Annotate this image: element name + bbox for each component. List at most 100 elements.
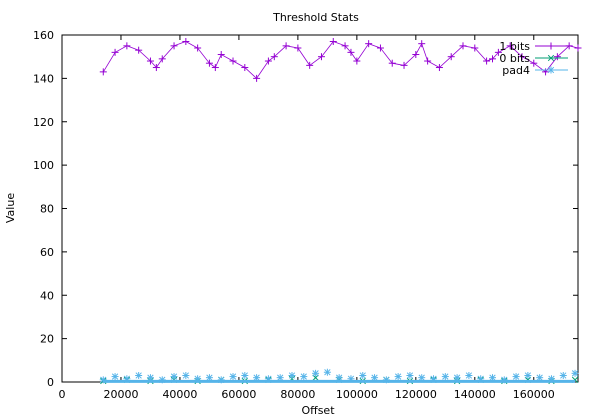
series-1-bits xyxy=(99,38,582,82)
data-point xyxy=(253,74,261,82)
data-point xyxy=(111,373,119,381)
y-tick-label: 20 xyxy=(40,333,54,346)
x-axis: 0 20000 40000 60000 80000 100000 120000 140000 1… xyxy=(59,35,555,401)
data-point xyxy=(483,57,491,65)
data-point xyxy=(547,375,555,383)
data-point xyxy=(288,371,296,379)
data-point xyxy=(264,57,272,65)
data-point xyxy=(241,371,249,379)
data-point xyxy=(276,374,284,382)
data-point xyxy=(418,374,426,382)
data-point xyxy=(170,42,178,50)
data-point xyxy=(152,64,160,72)
data-point xyxy=(194,375,202,383)
data-point xyxy=(506,42,514,50)
y-tick-label: 120 xyxy=(33,116,54,129)
data-point xyxy=(574,44,582,52)
data-point xyxy=(323,368,331,376)
data-point xyxy=(530,59,538,67)
data-point xyxy=(488,55,496,63)
data-point xyxy=(205,59,213,67)
data-point xyxy=(170,373,178,381)
data-point xyxy=(146,57,154,65)
y-axis-label: Value xyxy=(4,193,17,223)
data-point xyxy=(111,48,119,56)
data-point xyxy=(317,53,325,61)
data-point xyxy=(488,374,496,382)
data-point xyxy=(418,40,426,48)
data-point xyxy=(353,57,361,65)
data-point xyxy=(371,374,379,382)
data-point xyxy=(306,61,314,69)
x-tick-label: 160000 xyxy=(513,388,555,401)
data-point xyxy=(365,40,373,48)
series-pad4 xyxy=(99,368,579,384)
data-point xyxy=(253,374,261,382)
data-point xyxy=(205,374,213,382)
y-tick-label: 100 xyxy=(33,159,54,172)
data-point xyxy=(477,375,485,383)
legend-label: 0 bits xyxy=(499,52,530,65)
x-tick-label: 20000 xyxy=(103,388,138,401)
data-point xyxy=(559,371,567,379)
data-point xyxy=(312,369,320,377)
legend-marker xyxy=(547,54,555,62)
x-tick-label: 40000 xyxy=(162,388,197,401)
data-point xyxy=(465,371,473,379)
data-point xyxy=(217,51,225,59)
y-tick-label: 160 xyxy=(33,29,54,42)
data-point xyxy=(194,44,202,52)
data-point xyxy=(294,44,302,52)
data-point xyxy=(500,376,508,384)
data-point xyxy=(412,51,420,59)
data-point xyxy=(123,375,131,383)
data-point xyxy=(99,68,107,76)
data-point xyxy=(264,375,272,383)
data-point xyxy=(394,373,402,381)
legend-marker xyxy=(547,42,555,50)
y-axis: 0 20 40 60 80 100 120 140 160 xyxy=(33,29,578,389)
data-point xyxy=(376,44,384,52)
data-point xyxy=(282,42,290,50)
x-tick-label: 140000 xyxy=(454,388,496,401)
x-tick-label: 120000 xyxy=(395,388,437,401)
x-axis-label: Offset xyxy=(301,404,335,417)
x-tick-label: 100000 xyxy=(336,388,378,401)
data-point xyxy=(217,376,225,384)
data-point xyxy=(518,53,526,61)
data-point xyxy=(335,374,343,382)
data-point xyxy=(553,53,561,61)
data-point xyxy=(135,371,143,379)
chart-title: Threshold Stats xyxy=(272,11,359,24)
series-layer xyxy=(99,38,582,385)
data-point xyxy=(453,374,461,382)
data-point xyxy=(571,369,579,377)
y-tick-label: 40 xyxy=(40,289,54,302)
legend-label: 1 bits xyxy=(499,40,530,53)
data-point xyxy=(329,38,337,46)
data-point xyxy=(270,53,278,61)
y-tick-label: 140 xyxy=(33,72,54,85)
x-tick-label: 60000 xyxy=(221,388,256,401)
data-point xyxy=(347,48,355,56)
data-point xyxy=(146,374,154,382)
data-point xyxy=(536,374,544,382)
y-tick-label: 0 xyxy=(47,376,54,389)
data-point xyxy=(459,42,467,50)
y-tick-label: 60 xyxy=(40,246,54,259)
data-point xyxy=(158,376,166,384)
x-tick-label: 0 xyxy=(59,388,66,401)
data-point xyxy=(524,371,532,379)
data-point xyxy=(359,371,367,379)
legend-label: pad4 xyxy=(502,64,530,77)
data-point xyxy=(347,375,355,383)
data-point xyxy=(494,48,502,56)
data-point xyxy=(241,64,249,72)
data-point xyxy=(471,44,479,52)
plot-frame xyxy=(61,34,579,383)
data-point xyxy=(229,373,237,381)
data-point xyxy=(99,376,107,384)
data-point xyxy=(435,64,443,72)
